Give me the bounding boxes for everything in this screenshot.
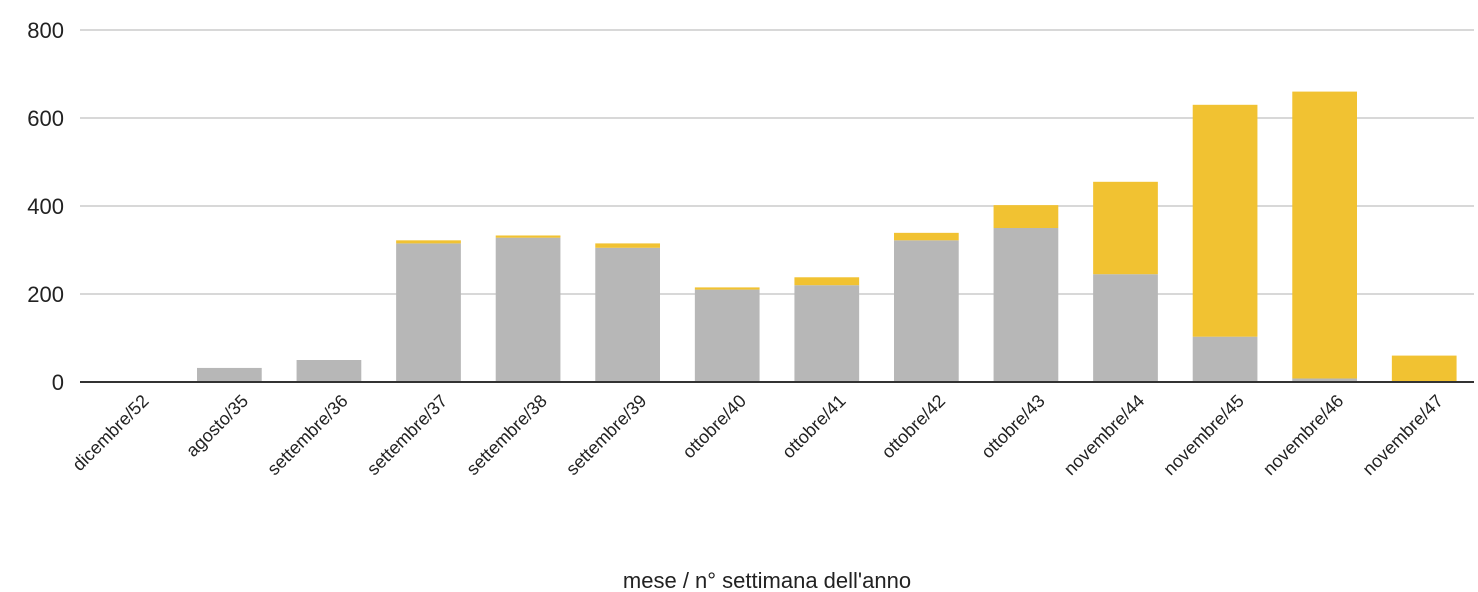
x-tick-label: ottobre/43: [977, 391, 1048, 462]
x-axis-title: mese / n° settimana dell'anno: [623, 568, 911, 592]
bar-segment-series-2: [1391, 355, 1457, 382]
bar-segment-series-1: [893, 240, 959, 382]
bar-segment-series-1: [694, 289, 760, 382]
bar-segment-series-2: [1192, 104, 1258, 337]
x-tick-label: agosto/35: [182, 391, 252, 461]
x-tick-label: dicembre/52: [68, 391, 152, 475]
x-tick-label: settembre/37: [363, 391, 451, 479]
bar-segment-series-1: [296, 360, 362, 382]
y-tick-label: 800: [27, 18, 64, 43]
bar-segment-series-2: [396, 240, 461, 244]
y-axis-ticks: 0 200 400 600 800: [27, 18, 64, 395]
bar-segment-series-2: [794, 277, 860, 286]
y-tick-label: 400: [27, 194, 64, 219]
y-tick-label: 600: [27, 106, 64, 131]
bar-segment-series-2: [1292, 91, 1358, 379]
y-tick-label: 200: [27, 282, 64, 307]
x-axis-ticks: dicembre/52 agosto/35 settembre/36 settembr…: [68, 391, 1447, 479]
bar-segment-series-2: [1093, 181, 1158, 275]
bar-segment-series-2: [993, 205, 1059, 228]
bar-segment-series-1: [993, 228, 1059, 382]
x-tick-label: novembre/47: [1359, 391, 1447, 479]
x-tick-label: ottobre/41: [778, 391, 849, 462]
x-tick-label: novembre/44: [1060, 391, 1148, 479]
bar-segment-series-1: [1292, 378, 1358, 382]
bar-segment-series-1: [595, 247, 661, 382]
x-tick-label: settembre/38: [462, 391, 550, 479]
x-tick-label: settembre/39: [562, 391, 650, 479]
bar-segment-series-1: [1093, 274, 1158, 382]
bar-segment-series-1: [495, 237, 561, 382]
y-tick-label: 0: [52, 370, 64, 395]
bar-segment-series-2: [694, 287, 760, 290]
gridlines: [80, 29, 1474, 295]
x-tick-label: settembre/36: [263, 391, 351, 479]
bar-segment-series-1: [794, 285, 860, 382]
x-tick-label: ottobre/42: [878, 391, 949, 462]
bar-segment-series-1: [196, 367, 262, 382]
bar-segment-series-2: [495, 235, 561, 238]
bar-segment-series-2: [893, 232, 959, 241]
x-tick-label: novembre/45: [1159, 391, 1247, 479]
bars: [196, 91, 1457, 382]
bar-segment-series-1: [396, 243, 461, 382]
x-tick-label: novembre/46: [1259, 391, 1347, 479]
bar-segment-series-2: [595, 243, 661, 248]
x-tick-label: ottobre/40: [679, 391, 750, 462]
bar-segment-series-1: [1192, 336, 1258, 382]
